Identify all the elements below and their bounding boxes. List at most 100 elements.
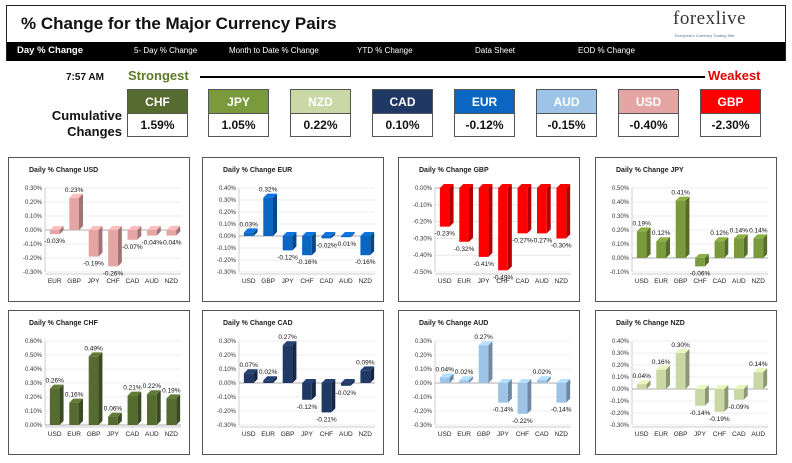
bar (49, 230, 60, 235)
data-label: -0.04% (142, 240, 163, 247)
y-tick-label: -0.30% (413, 236, 433, 242)
y-tick-label: -0.30% (217, 270, 237, 276)
y-tick-label: 0.00% (25, 423, 43, 429)
bar (263, 380, 273, 383)
data-label: -0.21% (316, 416, 337, 423)
currency-cumulative-value: 1.59% (140, 118, 175, 132)
bar-side (743, 234, 748, 258)
x-tick-label: NZD (359, 278, 373, 285)
data-label: -0.30% (551, 242, 572, 249)
forexlive-logo[interactable]: forexlive Everyone's Currency Trading Si… (673, 8, 763, 44)
y-tick-label: 0.00% (612, 387, 630, 393)
x-tick-label: CHF (300, 278, 313, 285)
bar (556, 188, 567, 239)
bar-side (566, 379, 571, 403)
bar-top (147, 390, 161, 395)
x-tick-label: AUD (339, 431, 353, 438)
bar (243, 373, 254, 383)
nav-data-sheet[interactable]: Data Sheet (475, 46, 516, 55)
y-tick-label: 0.60% (25, 339, 43, 345)
bar-top (243, 369, 258, 374)
bar-top (656, 237, 670, 242)
data-label: 0.16% (65, 392, 84, 399)
bar (360, 236, 371, 256)
bar-side (646, 227, 651, 258)
y-tick-label: -0.10% (23, 242, 43, 248)
bar-top (127, 391, 142, 396)
x-tick-label: AUD (145, 278, 159, 285)
data-label: -0.27% (512, 237, 533, 244)
x-tick-label: USD (242, 431, 256, 438)
x-tick-label: CAD (535, 431, 549, 438)
bar-top (459, 184, 473, 188)
x-tick-label: EUR (261, 431, 275, 438)
chart-title: Daily % Change GBP (419, 167, 489, 174)
y-tick-label: -0.30% (23, 270, 43, 276)
bar-top (675, 349, 690, 353)
chart-title: Daily % Change CAD (223, 320, 293, 327)
bar (302, 383, 312, 400)
bar-top (341, 232, 355, 236)
chart-title: Daily % Change AUD (419, 320, 489, 327)
bar (636, 231, 647, 258)
bar (282, 345, 293, 383)
bar-side (79, 193, 83, 230)
nav-day-change[interactable]: Day % Change (17, 45, 83, 56)
y-tick-label: -0.10% (217, 246, 237, 252)
x-tick-label: AUD (732, 278, 746, 285)
x-tick-label: NZD (165, 431, 179, 438)
data-label: -0.12% (277, 254, 298, 261)
timestamp: 7:57 AM (66, 72, 104, 83)
x-tick-label: JPY (88, 278, 101, 285)
data-label: -0.22% (512, 418, 533, 425)
y-tick-label: -0.10% (413, 203, 433, 209)
bar-top (734, 234, 748, 239)
bar (243, 232, 254, 236)
bar-side (331, 379, 336, 413)
bar (147, 394, 157, 425)
bar-top (459, 376, 473, 381)
data-label: -0.12% (297, 404, 318, 411)
bar-top (714, 237, 729, 242)
y-tick-label: -0.10% (610, 270, 630, 276)
y-tick-label: -0.20% (217, 409, 237, 415)
bar-top (88, 226, 103, 230)
bar (127, 230, 138, 240)
bar-side (527, 379, 532, 414)
bar (695, 389, 705, 406)
x-tick-label: CHF (496, 278, 509, 285)
y-tick-label: 0.00% (415, 186, 433, 192)
bar-side (763, 234, 768, 258)
y-tick-label: 0.00% (25, 228, 43, 234)
data-label: -0.16% (297, 259, 318, 266)
data-label: 0.03% (239, 221, 258, 228)
y-tick-label: 0.30% (612, 351, 630, 357)
y-tick-label: 0.40% (612, 339, 630, 345)
data-label: -0.26% (103, 270, 124, 277)
x-tick-label: CHF (320, 431, 333, 438)
bar-side (507, 184, 512, 271)
bar-top (556, 184, 571, 188)
bar-side (156, 226, 161, 236)
y-tick-label: 0.00% (219, 381, 237, 387)
data-label: 0.41% (671, 190, 690, 197)
bar-side (646, 380, 651, 389)
bar-top (49, 384, 64, 389)
nav-ytd-change[interactable]: YTD % Change (357, 46, 413, 55)
currency-cell-jpy: JPY 1.05% (208, 89, 269, 137)
data-label: -0.06% (690, 270, 711, 277)
bar-side (292, 341, 297, 383)
bar-side (527, 184, 532, 234)
x-tick-label: EUR (654, 278, 668, 285)
currency-cell-gbp: GBP -2.30% (700, 89, 761, 137)
logo-wordmark: forexlive (673, 8, 747, 29)
currency-cell-cad: CAD 0.10% (372, 89, 433, 137)
nav-month-to-date[interactable]: Month to Date % Change (229, 46, 319, 55)
nav-eod-change[interactable]: EOD % Change (578, 46, 635, 55)
bar-side (59, 226, 64, 235)
nav-5day-change[interactable]: 5- Day % Change (134, 46, 198, 55)
x-tick-label: GBP (477, 431, 491, 438)
y-tick-label: 0.00% (612, 256, 630, 262)
x-tick-label: CHF (516, 431, 529, 438)
bar-top (695, 254, 709, 258)
